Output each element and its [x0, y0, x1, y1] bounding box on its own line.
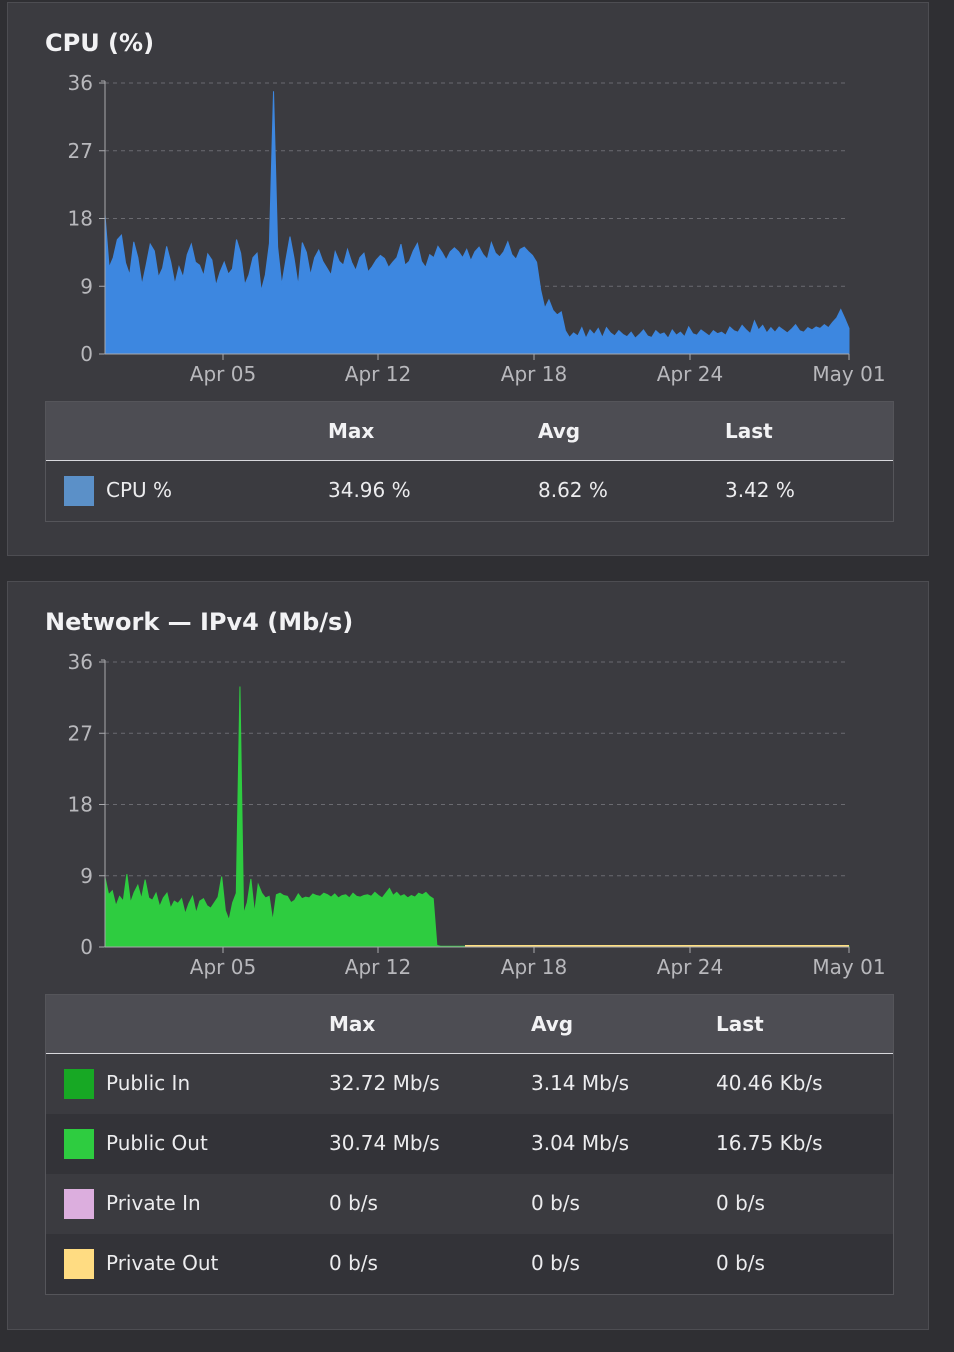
y-tick-label: 9 [80, 864, 93, 888]
series-name: Private Out [106, 1251, 219, 1275]
network-legend-table: Max Avg Last Public In 32.72 Mb/s 3.14 M… [45, 994, 894, 1295]
header-max: Max [328, 419, 375, 443]
series-name: Public Out [106, 1131, 208, 1155]
legend-row-cpu[interactable]: CPU % 34.96 % 8.62 % 3.42 % [46, 461, 893, 521]
y-tick-label: 27 [68, 139, 93, 163]
header-max: Max [329, 1012, 376, 1036]
header-last: Last [725, 419, 773, 443]
network-panel: Network — IPv4 (Mb/s) 0 9 18 27 36 Apr 05 Apr … [7, 581, 929, 1330]
legend-row-private-in[interactable]: Private In 0 b/s 0 b/s 0 b/s [46, 1174, 893, 1234]
series-name: CPU % [106, 478, 173, 502]
network-chart-title: Network — IPv4 (Mb/s) [45, 608, 354, 636]
public-in-swatch [64, 1069, 94, 1099]
private-in-swatch [64, 1189, 94, 1219]
cpu-chart: 0 9 18 27 36 Apr 05 Apr 12 Apr 18 Apr 24 May 01 [68, 71, 886, 386]
y-tick-label: 27 [68, 721, 93, 745]
legend-row-private-out[interactable]: Private Out 0 b/s 0 b/s 0 b/s [46, 1234, 893, 1294]
header-last: Last [716, 1012, 764, 1036]
header-avg: Avg [531, 1012, 574, 1036]
x-tick-label: Apr 12 [345, 362, 411, 386]
y-tick-label: 18 [68, 207, 93, 231]
y-tick-label: 18 [68, 793, 93, 817]
last-value: 3.42 % [725, 478, 795, 502]
y-tick-label: 0 [80, 935, 93, 959]
x-tick-label: Apr 12 [345, 955, 411, 979]
series-name: Public In [106, 1071, 191, 1095]
x-tick-label: Apr 05 [190, 955, 256, 979]
avg-value: 3.04 Mb/s [531, 1131, 629, 1155]
cpu-legend-table: Max Avg Last CPU % 34.96 % 8.62 % 3.42 % [45, 401, 894, 522]
x-tick-label: Apr 18 [501, 955, 567, 979]
table-header: Max Avg Last [46, 995, 893, 1054]
legend-row-public-in[interactable]: Public In 32.72 Mb/s 3.14 Mb/s 40.46 Kb/… [46, 1054, 893, 1114]
last-value: 0 b/s [716, 1191, 765, 1215]
x-tick-label: Apr 18 [501, 362, 567, 386]
header-avg: Avg [538, 419, 581, 443]
series-area-1 [104, 686, 850, 948]
x-tick-label: May 01 [812, 955, 885, 979]
max-value: 34.96 % [328, 478, 411, 502]
series-name: Private In [106, 1191, 201, 1215]
x-tick-label: Apr 05 [190, 362, 256, 386]
avg-value: 0 b/s [531, 1191, 580, 1215]
x-tick-label: May 01 [812, 362, 885, 386]
legend-row-public-out[interactable]: Public Out 30.74 Mb/s 3.04 Mb/s 16.75 Kb… [46, 1114, 893, 1174]
x-tick-label: Apr 24 [657, 362, 723, 386]
private-out-swatch [64, 1249, 94, 1279]
avg-value: 8.62 % [538, 478, 608, 502]
max-value: 0 b/s [329, 1191, 378, 1215]
y-tick-label: 36 [68, 71, 93, 95]
series-area-0 [104, 91, 850, 355]
last-value: 0 b/s [716, 1251, 765, 1275]
network-chart: 0 9 18 27 36 Apr 05 Apr 12 Apr 18 Apr 24 May 01 [68, 650, 886, 979]
cpu-panel: CPU (%) 0 9 18 27 36 Apr 05 Apr 12 Apr 18 Apr 24… [7, 2, 929, 556]
y-tick-label: 0 [80, 342, 93, 366]
table-header: Max Avg Last [46, 402, 893, 461]
y-tick-label: 36 [68, 650, 93, 674]
y-tick-label: 9 [80, 274, 93, 298]
last-value: 16.75 Kb/s [716, 1131, 823, 1155]
cpu-chart-title: CPU (%) [45, 29, 155, 57]
public-out-swatch [64, 1129, 94, 1159]
avg-value: 3.14 Mb/s [531, 1071, 629, 1095]
max-value: 0 b/s [329, 1251, 378, 1275]
last-value: 40.46 Kb/s [716, 1071, 823, 1095]
avg-value: 0 b/s [531, 1251, 580, 1275]
max-value: 32.72 Mb/s [329, 1071, 440, 1095]
cpu-swatch [64, 476, 94, 506]
max-value: 30.74 Mb/s [329, 1131, 440, 1155]
x-tick-label: Apr 24 [657, 955, 723, 979]
